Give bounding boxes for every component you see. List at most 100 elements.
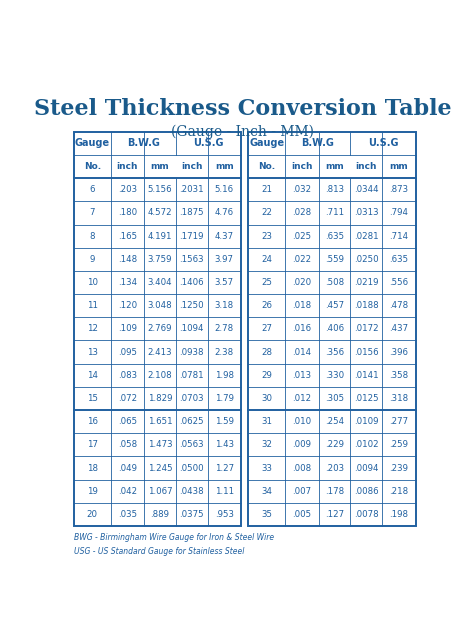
Text: 1.473: 1.473 [148, 441, 173, 449]
Text: .0141: .0141 [354, 371, 379, 380]
Text: .889: .889 [151, 510, 170, 519]
Text: .478: .478 [389, 301, 409, 310]
Text: 22: 22 [261, 209, 273, 217]
Text: .007: .007 [292, 487, 311, 495]
Text: 31: 31 [261, 417, 273, 426]
Text: 1.79: 1.79 [215, 394, 234, 403]
Text: .016: .016 [292, 324, 311, 334]
Text: BWG - Birmingham Wire Gauge for Iron & Steel Wire: BWG - Birmingham Wire Gauge for Iron & S… [74, 533, 274, 542]
Text: 3.18: 3.18 [215, 301, 234, 310]
Text: 2.38: 2.38 [215, 348, 234, 356]
Text: .013: .013 [292, 371, 311, 380]
Text: .396: .396 [389, 348, 409, 356]
Text: 21: 21 [261, 185, 273, 194]
Text: .072: .072 [118, 394, 137, 403]
Text: .508: .508 [325, 278, 344, 287]
Text: .953: .953 [215, 510, 234, 519]
Text: .0250: .0250 [354, 255, 379, 264]
Text: .277: .277 [389, 417, 409, 426]
Text: .0313: .0313 [354, 209, 379, 217]
Text: 3.97: 3.97 [215, 255, 234, 264]
Text: .218: .218 [389, 487, 409, 495]
Text: 8: 8 [90, 232, 95, 241]
Text: .148: .148 [118, 255, 137, 264]
Text: 16: 16 [87, 417, 98, 426]
Text: .0781: .0781 [180, 371, 204, 380]
Text: 1.27: 1.27 [215, 463, 234, 473]
Text: .120: .120 [118, 301, 137, 310]
Text: mm: mm [151, 162, 169, 171]
Text: .180: .180 [118, 209, 137, 217]
Text: .0344: .0344 [354, 185, 379, 194]
Text: .229: .229 [325, 441, 344, 449]
Text: .635: .635 [389, 255, 409, 264]
Text: 29: 29 [261, 371, 272, 380]
Text: 7: 7 [90, 209, 95, 217]
Text: .437: .437 [389, 324, 409, 334]
Text: .025: .025 [292, 232, 311, 241]
Text: 20: 20 [87, 510, 98, 519]
Text: .0375: .0375 [180, 510, 204, 519]
Text: Steel Thickness Conversion Table: Steel Thickness Conversion Table [34, 98, 452, 119]
Text: .1250: .1250 [180, 301, 204, 310]
Text: .042: .042 [118, 487, 137, 495]
Text: 19: 19 [87, 487, 98, 495]
Text: 23: 23 [261, 232, 273, 241]
Text: No.: No. [84, 162, 101, 171]
Text: .254: .254 [325, 417, 344, 426]
Text: .203: .203 [118, 185, 137, 194]
Text: .0094: .0094 [354, 463, 379, 473]
Text: .065: .065 [118, 417, 137, 426]
Text: 32: 32 [261, 441, 273, 449]
Text: 28: 28 [261, 348, 273, 356]
Text: .873: .873 [389, 185, 409, 194]
Text: 34: 34 [261, 487, 273, 495]
Text: 18: 18 [87, 463, 98, 473]
Text: inch: inch [181, 162, 202, 171]
Text: .203: .203 [325, 463, 344, 473]
Text: .022: .022 [292, 255, 311, 264]
Text: .406: .406 [325, 324, 344, 334]
Text: 25: 25 [261, 278, 273, 287]
Text: .0078: .0078 [354, 510, 379, 519]
Text: .058: .058 [118, 441, 137, 449]
Text: .559: .559 [325, 255, 344, 264]
Text: 3.57: 3.57 [215, 278, 234, 287]
Text: 1.067: 1.067 [148, 487, 173, 495]
Text: mm: mm [215, 162, 234, 171]
Text: .0438: .0438 [180, 487, 204, 495]
Text: .020: .020 [292, 278, 311, 287]
Text: .018: .018 [292, 301, 311, 310]
Text: .358: .358 [389, 371, 409, 380]
Text: 2.413: 2.413 [148, 348, 173, 356]
Text: .109: .109 [118, 324, 137, 334]
Text: .005: .005 [292, 510, 311, 519]
Text: .0156: .0156 [354, 348, 379, 356]
Text: 14: 14 [87, 371, 98, 380]
Text: 2.78: 2.78 [215, 324, 234, 334]
Text: 4.76: 4.76 [215, 209, 234, 217]
Text: Gauge: Gauge [75, 138, 110, 149]
Text: .794: .794 [389, 209, 409, 217]
Text: 4.191: 4.191 [148, 232, 172, 241]
Text: (Gauge - Inch - MM): (Gauge - Inch - MM) [172, 125, 314, 139]
Text: 3.048: 3.048 [148, 301, 173, 310]
Text: .318: .318 [389, 394, 409, 403]
Text: .032: .032 [292, 185, 311, 194]
Text: 27: 27 [261, 324, 273, 334]
Text: .0625: .0625 [180, 417, 204, 426]
Text: 1.11: 1.11 [215, 487, 234, 495]
Text: 33: 33 [261, 463, 273, 473]
Text: .0703: .0703 [180, 394, 204, 403]
Text: .259: .259 [389, 441, 409, 449]
Text: 15: 15 [87, 394, 98, 403]
Text: .095: .095 [118, 348, 137, 356]
Text: .028: .028 [292, 209, 311, 217]
Text: mm: mm [390, 162, 408, 171]
Text: .012: .012 [292, 394, 311, 403]
Text: .198: .198 [389, 510, 409, 519]
Text: 3.404: 3.404 [148, 278, 173, 287]
Text: 1.98: 1.98 [215, 371, 234, 380]
Text: .127: .127 [325, 510, 344, 519]
Text: USG - US Standard Gauge for Stainless Steel: USG - US Standard Gauge for Stainless St… [74, 547, 244, 556]
